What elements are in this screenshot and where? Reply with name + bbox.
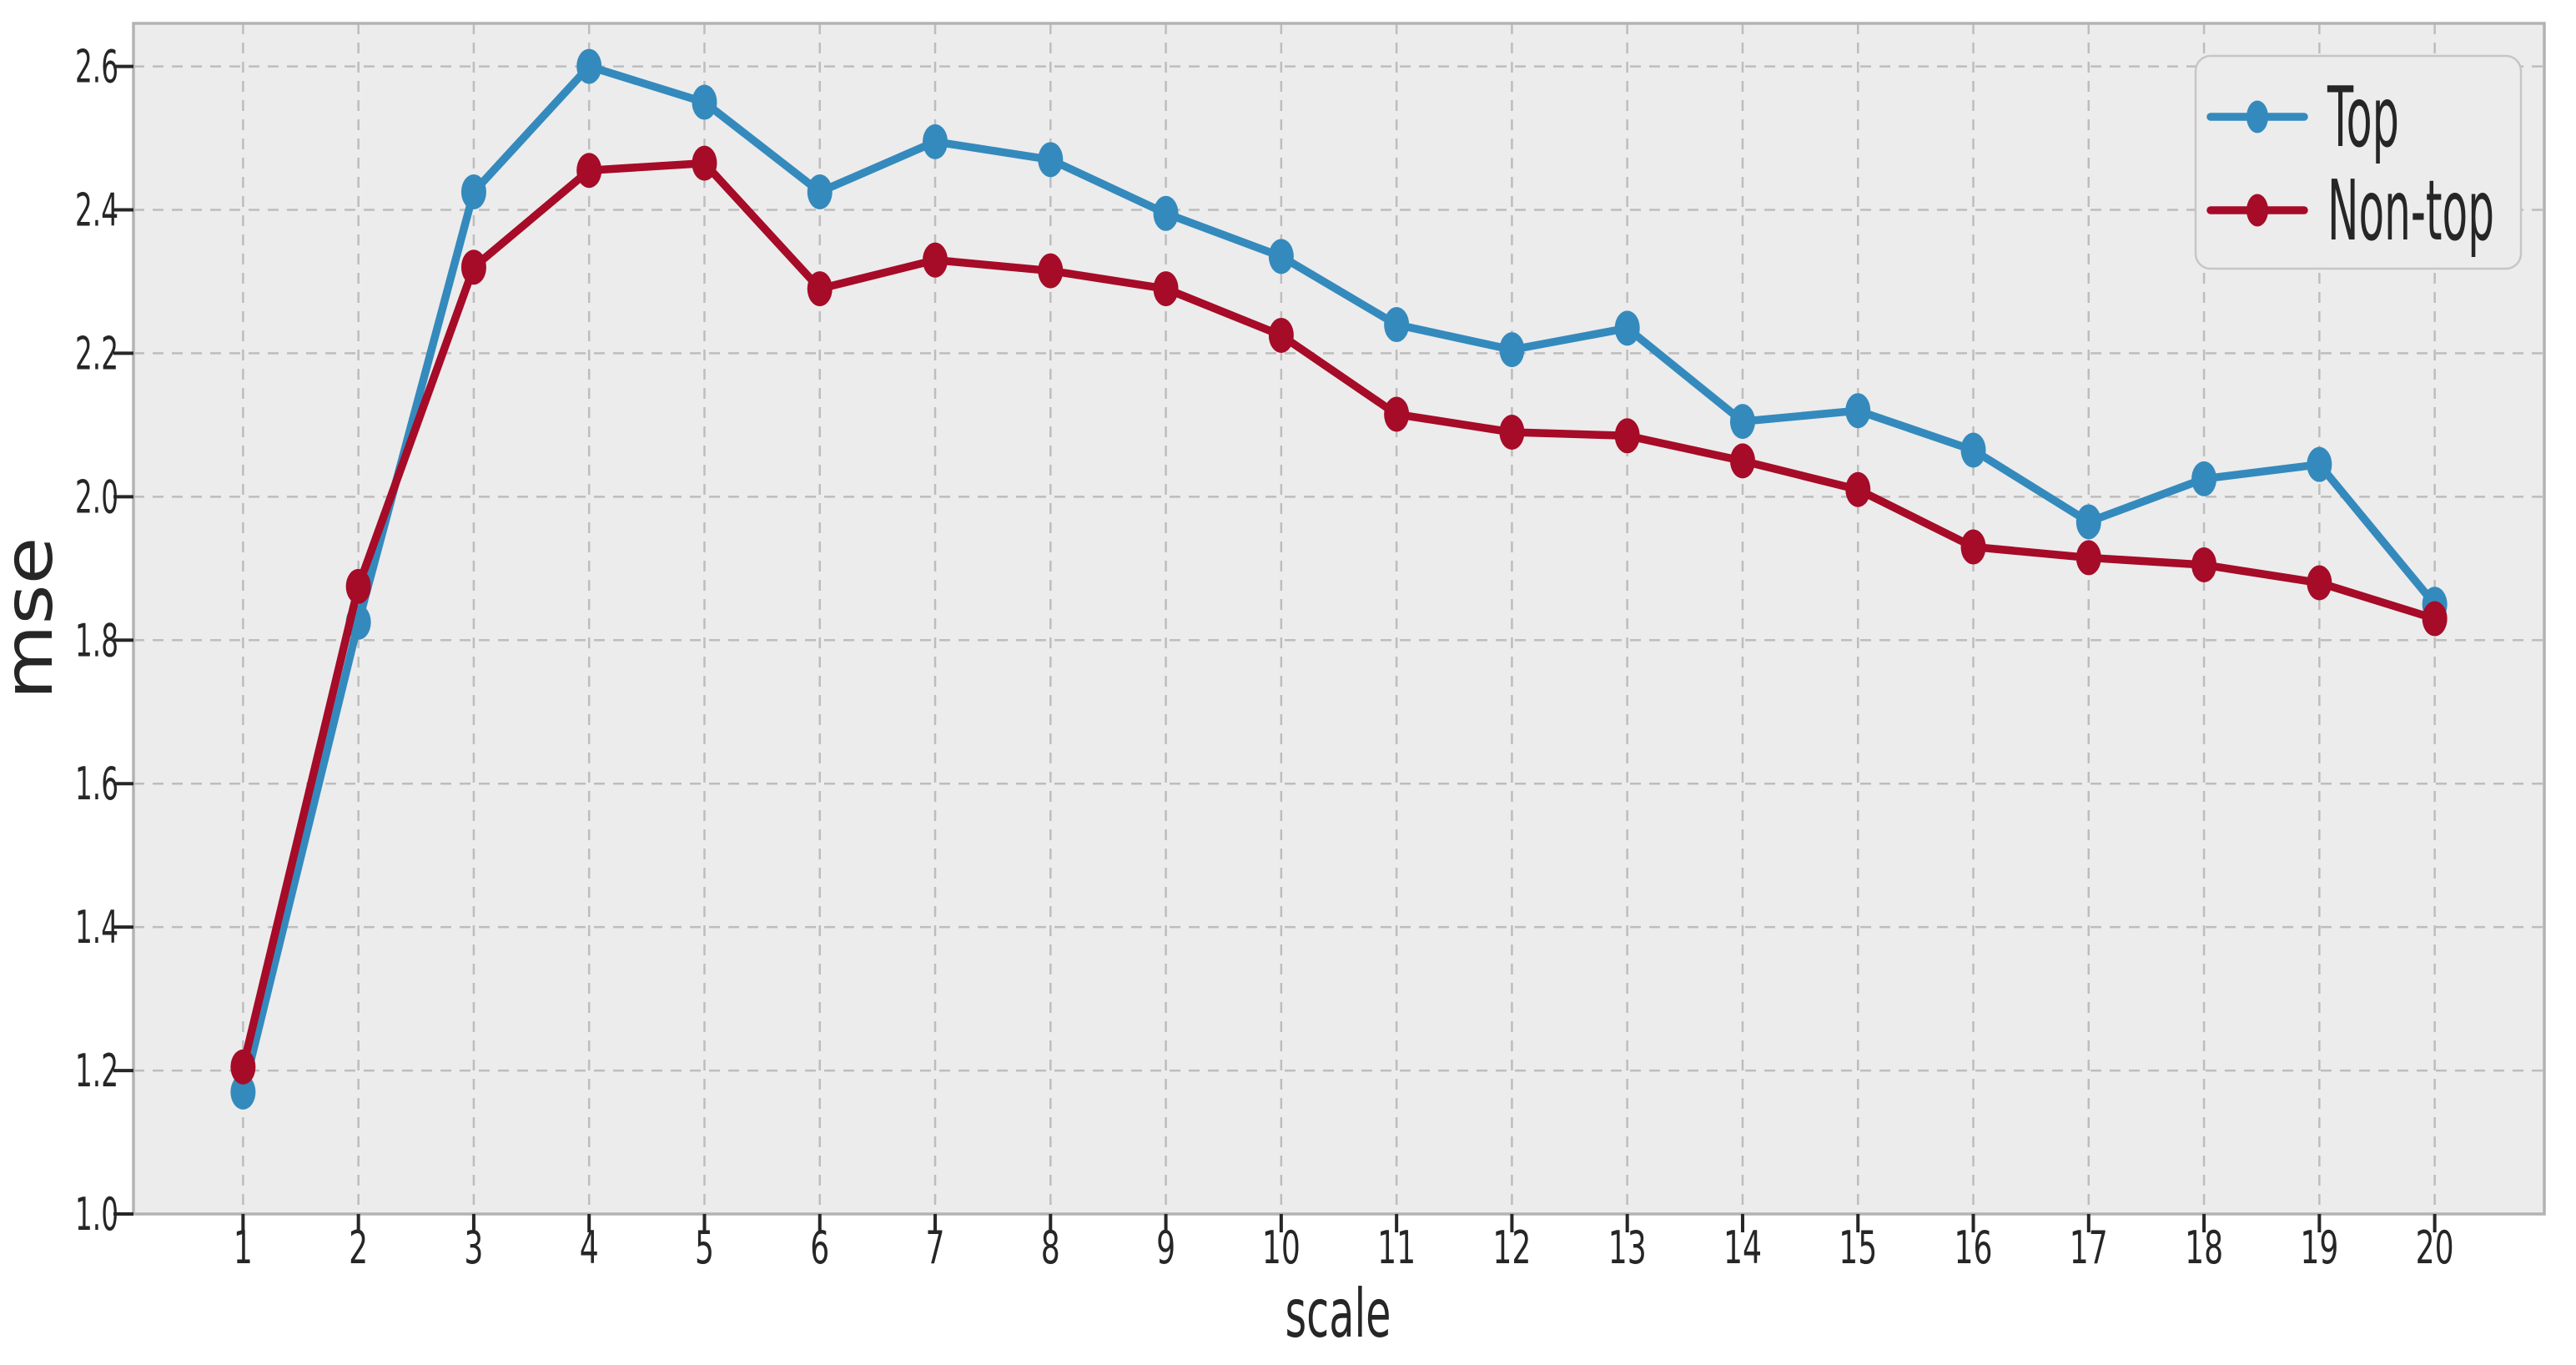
plot-border [132, 22, 2546, 1216]
data-point-non-top [2075, 540, 2101, 576]
y-tick-label: 2.6 [75, 41, 118, 93]
data-point-non-top [1384, 396, 1410, 432]
data-point-non-top [576, 153, 602, 189]
legend-label: Top [2327, 68, 2399, 166]
data-point-top [2307, 446, 2332, 482]
data-point-top [2191, 461, 2217, 496]
x-tick-label: 9 [1156, 1221, 1175, 1274]
data-point-non-top [923, 242, 948, 278]
data-point-non-top [807, 271, 833, 307]
x-tick-label: 13 [1608, 1221, 1647, 1274]
x-axis-label: scale [1285, 1275, 1391, 1352]
data-point-top [2075, 504, 2101, 540]
x-tick-label: 7 [926, 1221, 945, 1274]
y-tick-label: 2.4 [75, 184, 118, 237]
data-point-top [460, 174, 486, 210]
data-point-non-top [2191, 547, 2217, 583]
y-tick-label: 1.2 [75, 1045, 118, 1097]
x-tick-label: 11 [1377, 1221, 1416, 1274]
data-point-non-top [230, 1049, 256, 1085]
legend-marker-icon [2246, 100, 2268, 133]
x-tick-label: 10 [1262, 1221, 1301, 1274]
tick-labels: 1.01.21.41.61.82.02.22.42.61 2 3 4 5 6 7 8 9 10 11… [75, 41, 2454, 1274]
plot-area [133, 23, 2544, 1214]
legend-label: Non-top [2327, 162, 2494, 259]
y-tick-label: 2.2 [75, 327, 118, 380]
data-point-non-top [2307, 565, 2332, 601]
data-point-non-top [1268, 317, 1294, 353]
x-tick-label: 16 [1955, 1221, 1993, 1274]
y-tick-label: 1.4 [75, 901, 118, 954]
data-point-non-top [1845, 471, 1871, 507]
legend-marker-icon [2246, 194, 2268, 227]
x-tick-label: 5 [695, 1221, 714, 1274]
series-group [230, 48, 2448, 1110]
data-point-non-top [345, 568, 371, 604]
data-point-non-top [460, 249, 486, 285]
y-tick-label: 1.8 [75, 614, 118, 667]
x-tick-label: 20 [2416, 1221, 2454, 1274]
data-point-top [230, 1074, 256, 1110]
y-axis-label: mse [0, 537, 68, 700]
x-tick-label: 18 [2185, 1221, 2223, 1274]
data-point-non-top [1960, 529, 1986, 565]
data-point-top [1384, 307, 1410, 343]
x-tick-label: 1 [234, 1221, 253, 1274]
legend-box [2194, 54, 2523, 270]
x-tick-label: 4 [580, 1221, 599, 1274]
data-point-non-top [692, 145, 717, 181]
data-point-top [576, 48, 602, 84]
x-tick-label: 12 [1492, 1221, 1531, 1274]
data-point-top [1153, 195, 1179, 231]
data-point-top [1499, 332, 1525, 368]
x-tick-label: 19 [2300, 1221, 2338, 1274]
data-point-non-top [2422, 601, 2448, 637]
x-tick-label: 14 [1723, 1221, 1762, 1274]
x-tick-label: 6 [810, 1221, 829, 1274]
data-point-top [1960, 432, 1986, 468]
x-tick-label: 2 [349, 1221, 368, 1274]
x-tick-label: 3 [464, 1221, 483, 1274]
data-point-top [1845, 393, 1871, 429]
y-tick-label: 1.0 [75, 1188, 118, 1241]
data-point-top [1268, 239, 1294, 275]
data-point-non-top [1153, 271, 1179, 307]
x-tick-label: 17 [2070, 1221, 2108, 1274]
data-point-non-top [1499, 414, 1525, 450]
data-point-non-top [1614, 418, 1640, 454]
data-point-non-top [1729, 443, 1755, 479]
data-point-non-top [1038, 253, 1064, 289]
x-tick-label: 8 [1041, 1221, 1060, 1274]
tick-marks [113, 64, 2437, 1232]
series-line-non-top [239, 159, 2439, 1071]
y-tick-label: 2.0 [75, 471, 118, 523]
y-tick-label: 1.6 [75, 758, 118, 810]
data-point-top [692, 84, 717, 120]
data-point-top [807, 174, 833, 210]
data-point-top [1614, 310, 1640, 346]
series-line-top [239, 62, 2439, 1096]
data-point-top [1729, 404, 1755, 440]
data-point-top [1038, 142, 1064, 178]
data-point-top [923, 123, 948, 159]
x-tick-label: 15 [1839, 1221, 1877, 1274]
